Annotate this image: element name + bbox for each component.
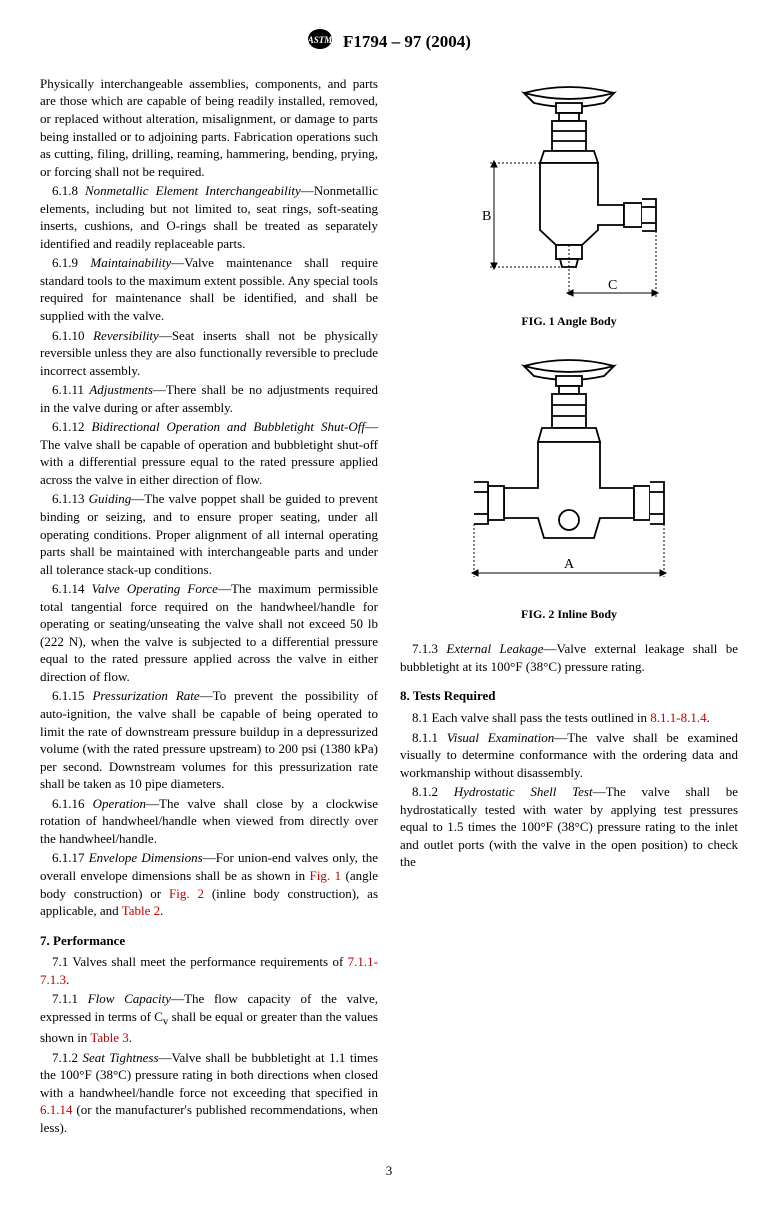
section-7-heading: 7. Performance — [40, 932, 378, 950]
title: Bidirectional Operation and Bubbletight … — [91, 419, 365, 434]
num: 6.1.13 — [52, 491, 89, 506]
body-d: . — [160, 903, 163, 918]
title: Operation — [93, 796, 146, 811]
body-b: (or the manufacturer's published recomme… — [40, 1102, 378, 1135]
angle-body-valve-icon: B C — [464, 75, 674, 305]
para-8-1: 8.1 Each valve shall pass the tests outl… — [400, 709, 738, 727]
title: Hydrostatic Shell Test — [454, 784, 593, 799]
num: 6.1.10 — [52, 328, 93, 343]
designation: F1794 – 97 (2004) — [343, 31, 471, 54]
ref-811-814: 8.1.1-8.1.4 — [650, 710, 706, 725]
right-column: B C FIG. 1 Angle Body — [400, 75, 738, 1138]
num: 7.1.3 — [412, 641, 446, 656]
para-6-1-10: 6.1.10 Reversibility—Seat inserts shall … — [40, 327, 378, 380]
title: Maintainability — [90, 255, 171, 270]
fig2-ref: Fig. 2 — [169, 886, 204, 901]
para-7-1-2: 7.1.2 Seat Tightness—Valve shall be bubb… — [40, 1049, 378, 1137]
title: Flow Capacity — [88, 991, 171, 1006]
body-a: 7.1 Valves shall meet the performance re… — [52, 954, 348, 969]
para-6-1-13: 6.1.13 Guiding—The valve poppet shall be… — [40, 490, 378, 578]
title: Visual Examination — [447, 730, 554, 745]
svg-text:A: A — [564, 557, 575, 572]
num: 6.1.17 — [52, 850, 89, 865]
figure-2: A — [400, 348, 738, 603]
body-a: 8.1 Each valve shall pass the tests outl… — [412, 710, 650, 725]
fig1-ref: Fig. 1 — [310, 868, 342, 883]
para-7-1-1: 7.1.1 Flow Capacity—The flow capacity of… — [40, 990, 378, 1046]
para-6-1-15: 6.1.15 Pressurization Rate—To prevent th… — [40, 687, 378, 792]
title: Valve Operating Force — [92, 581, 218, 596]
title: Pressurization Rate — [92, 688, 199, 703]
body-b: . — [707, 710, 710, 725]
fig1-caption: FIG. 1 Angle Body — [400, 313, 738, 329]
title: Adjustments — [89, 382, 153, 397]
num: 6.1.8 — [52, 183, 85, 198]
num: 6.1.16 — [52, 796, 93, 811]
table2-ref: Table 2 — [122, 903, 160, 918]
intro-para: Physically interchangeable assemblies, c… — [40, 75, 378, 180]
para-6-1-9: 6.1.9 Maintainability—Valve maintenance … — [40, 254, 378, 324]
title: Reversibility — [93, 328, 159, 343]
ref-6114: 6.1.14 — [40, 1102, 73, 1117]
two-column-layout: Physically interchangeable assemblies, c… — [40, 75, 738, 1138]
num: 7.1.1 — [52, 991, 88, 1006]
page-header: ASTM F1794 – 97 (2004) — [40, 28, 738, 57]
table3-ref: Table 3 — [90, 1030, 128, 1045]
figure-1: B C — [400, 75, 738, 310]
body-c: . — [129, 1030, 132, 1045]
body: —The maximum permissible total tangentia… — [40, 581, 378, 684]
para-6-1-12: 6.1.12 Bidirectional Operation and Bubbl… — [40, 418, 378, 488]
para-7-1: 7.1 Valves shall meet the performance re… — [40, 953, 378, 988]
title: Nonmetallic Element Interchangeability — [85, 183, 301, 198]
num: 8.1.2 — [412, 784, 454, 799]
num: 6.1.12 — [52, 419, 91, 434]
para-7-1-3: 7.1.3 External Leakage—Valve external le… — [400, 640, 738, 675]
num: 6.1.14 — [52, 581, 92, 596]
para-6-1-11: 6.1.11 Adjustments—There shall be no adj… — [40, 381, 378, 416]
num: 6.1.15 — [52, 688, 92, 703]
title: Envelope Dimensions — [89, 850, 203, 865]
svg-text:B: B — [482, 209, 491, 224]
para-8-1-2: 8.1.2 Hydrostatic Shell Test—The valve s… — [400, 783, 738, 871]
num: 6.1.9 — [52, 255, 90, 270]
left-column: Physically interchangeable assemblies, c… — [40, 75, 378, 1138]
fig2-caption: FIG. 2 Inline Body — [400, 606, 738, 622]
page-number: 3 — [40, 1162, 738, 1180]
para-6-1-8: 6.1.8 Nonmetallic Element Interchangeabi… — [40, 182, 378, 252]
title: Seat Tightness — [83, 1050, 159, 1065]
section-8-heading: 8. Tests Required — [400, 687, 738, 705]
num: 8.1.1 — [412, 730, 447, 745]
para-6-1-17: 6.1.17 Envelope Dimensions—For union-end… — [40, 849, 378, 919]
para-6-1-16: 6.1.16 Operation—The valve shall close b… — [40, 795, 378, 848]
body: —To prevent the possibility of auto-igni… — [40, 688, 378, 791]
num: 7.1.2 — [52, 1050, 83, 1065]
title: Guiding — [89, 491, 132, 506]
para-8-1-1: 8.1.1 Visual Examination—The valve shall… — [400, 729, 738, 782]
astm-logo-icon: ASTM — [307, 28, 333, 57]
para-6-1-14: 6.1.14 Valve Operating Force—The maximum… — [40, 580, 378, 685]
inline-body-valve-icon: A — [454, 348, 684, 598]
body-b: . — [66, 972, 69, 987]
svg-text:C: C — [608, 278, 617, 293]
svg-text:ASTM: ASTM — [307, 35, 333, 45]
title: External Leakage — [446, 641, 543, 656]
num: 6.1.11 — [52, 382, 89, 397]
